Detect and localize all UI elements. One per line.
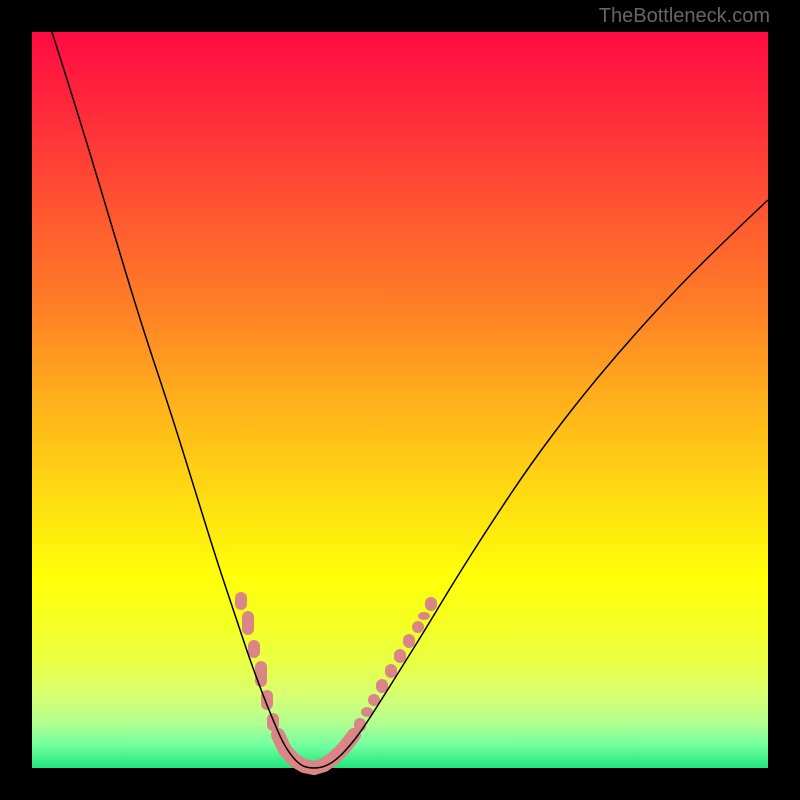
bottleneck-curve [52,32,768,768]
band-dash [412,621,424,633]
band-dash [242,611,254,635]
band-dash [425,597,437,611]
band-dash [255,661,267,687]
band-dash [418,612,430,620]
band-dash [248,640,260,658]
chart-container: TheBottleneck.com [0,0,800,800]
band-dash [403,634,415,648]
band-dash [385,664,397,678]
watermark-text: TheBottleneck.com [599,5,770,28]
band-dash [394,649,406,663]
confidence-band [235,592,437,768]
watermark-label: TheBottleneck.com [599,5,770,27]
curve-layer [0,0,800,800]
band-dash [235,592,247,610]
